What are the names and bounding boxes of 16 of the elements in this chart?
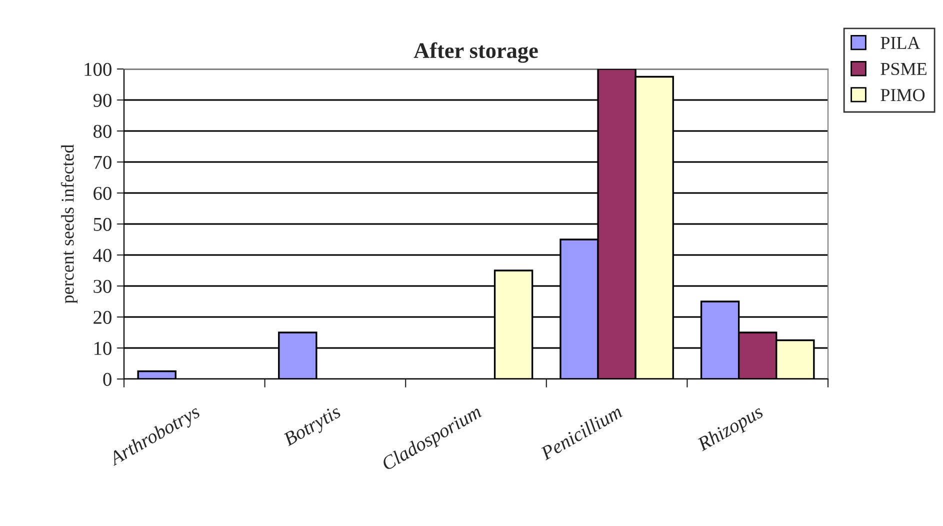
y-tick-label: 60 xyxy=(94,186,112,200)
y-tick-label: 80 xyxy=(93,124,112,138)
chart-title: After storage xyxy=(414,42,538,63)
y-tick-label: 100 xyxy=(84,62,112,76)
y-tick-label: 30 xyxy=(94,280,112,293)
legend-label: PILA xyxy=(880,36,920,49)
y-tick-label: 70 xyxy=(94,156,112,169)
y-tick-label: 90 xyxy=(93,94,112,107)
y-tick-label: 20 xyxy=(94,310,112,324)
legend-label: PSME xyxy=(880,62,926,76)
legend-label: PIMO xyxy=(880,88,925,102)
y-axis-title: percent seeds infected xyxy=(60,144,78,304)
y-tick-label: 50 xyxy=(94,218,112,231)
y-tick-label: 10 xyxy=(94,342,112,355)
y-tick-label: 40 xyxy=(93,248,112,262)
y-tick-label: 0 xyxy=(103,372,112,386)
